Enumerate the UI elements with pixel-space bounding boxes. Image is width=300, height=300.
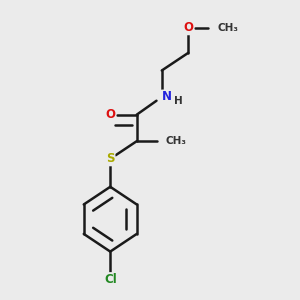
Text: H: H bbox=[174, 96, 183, 106]
Text: CH₃: CH₃ bbox=[166, 136, 187, 146]
Text: Cl: Cl bbox=[104, 273, 117, 286]
Text: O: O bbox=[183, 21, 193, 34]
Text: N: N bbox=[162, 91, 172, 103]
Text: S: S bbox=[106, 152, 115, 165]
Text: CH₃: CH₃ bbox=[217, 23, 238, 33]
Text: O: O bbox=[105, 108, 115, 121]
